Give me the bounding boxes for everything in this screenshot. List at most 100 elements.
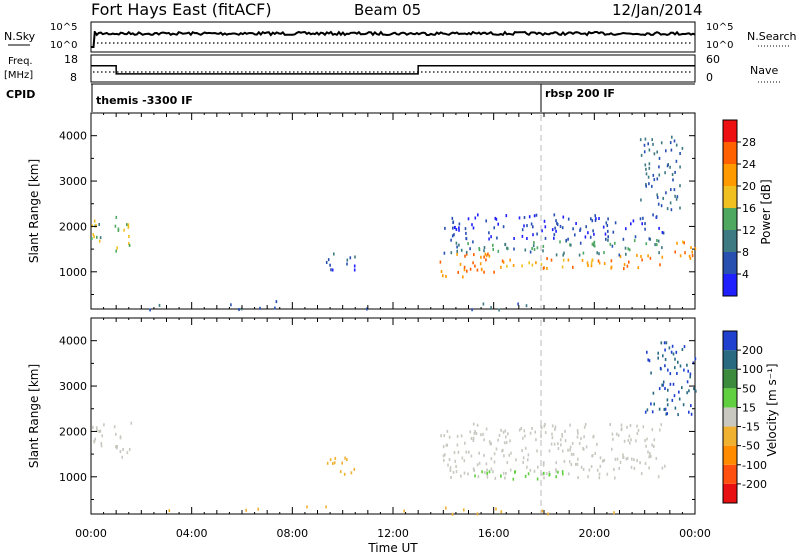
- scatter-cell: [671, 173, 674, 176]
- scatter-cell: [664, 364, 666, 368]
- scatter-cell: [644, 462, 647, 465]
- scatter-cell: [582, 251, 585, 255]
- scatter-cell: [678, 397, 681, 401]
- freq-tick-top: 18: [64, 53, 78, 66]
- scatter-cell: [658, 156, 661, 160]
- scatter-cell: [458, 226, 460, 230]
- scatter-cell: [472, 467, 475, 471]
- scatter-cell: [334, 456, 337, 460]
- scatter-cell: [669, 141, 672, 145]
- scatter-cell: [448, 458, 451, 462]
- scatter-cell: [531, 247, 533, 250]
- scatter-cell: [679, 364, 682, 368]
- scatter-cell: [654, 243, 656, 247]
- scatter-cell: [527, 458, 529, 462]
- scatter-cell: [625, 252, 627, 256]
- scatter-cell: [119, 435, 122, 439]
- scatter-cell: [657, 351, 659, 355]
- scatter-cell: [579, 241, 582, 245]
- scatter-cell: [484, 471, 486, 475]
- scatter-cell: [98, 223, 100, 226]
- scatter-cell: [612, 230, 615, 234]
- scatter-cell: [664, 407, 667, 411]
- station-title: Fort Hays East (fitACF): [91, 0, 272, 19]
- scatter-cell: [540, 434, 542, 438]
- scatter-cell: [503, 441, 506, 445]
- scatter-cell: [590, 264, 593, 268]
- scatter-cell: [672, 178, 674, 182]
- scatter-cell: [561, 470, 564, 474]
- scatter-cell: [609, 423, 611, 426]
- scatter-cell: [646, 437, 648, 441]
- scatter-cell: [445, 443, 448, 447]
- scatter-cell: [591, 242, 594, 246]
- scatter-cell: [474, 429, 476, 433]
- scatter-cell: [647, 142, 649, 146]
- scatter-cell: [93, 235, 95, 239]
- scatter-cell: [584, 235, 587, 239]
- scatter-cell: [657, 202, 660, 206]
- date-title: 12/Jan/2014: [612, 1, 703, 19]
- y-tick-label: 3000: [59, 380, 87, 393]
- scatter-cell: [453, 226, 456, 230]
- colorbar-tick-label: -50: [742, 440, 760, 453]
- scatter-cell: [647, 450, 649, 454]
- scatter-cell: [565, 238, 568, 242]
- scatter-cell: [168, 509, 171, 513]
- scatter-cell: [587, 475, 589, 479]
- scatter-cell: [681, 348, 684, 351]
- colorbar-frame: [722, 330, 738, 504]
- x-tick-label: 20:00: [578, 527, 610, 540]
- scatter-cell: [455, 470, 458, 474]
- scatter-cell: [576, 462, 579, 466]
- scatter-cell: [660, 423, 662, 427]
- scatter-cell: [658, 387, 661, 391]
- scatter-cell: [127, 223, 130, 227]
- scatter-cell: [592, 229, 594, 233]
- scatter-cell: [628, 434, 631, 438]
- scatter-cell: [403, 509, 405, 513]
- scatter-cell: [676, 241, 678, 245]
- scatter-cell: [128, 242, 130, 246]
- scatter-cell: [569, 243, 571, 247]
- scatter-cell: [96, 235, 98, 239]
- scatter-cell: [472, 439, 475, 442]
- x-tick-label: 00:00: [679, 527, 711, 540]
- scatter-cell: [639, 461, 641, 465]
- scatter-cell: [661, 466, 664, 470]
- scatter-cell: [470, 437, 473, 440]
- scatter-cell: [648, 182, 650, 186]
- scatter-cell: [551, 436, 554, 440]
- scatter-cell: [503, 454, 505, 458]
- scatter-cell: [553, 233, 556, 237]
- colorbar-tick-label: 24: [742, 158, 756, 171]
- scatter-cell: [541, 472, 544, 476]
- scatter-cell: [671, 344, 674, 348]
- scatter-cell: [645, 172, 648, 176]
- scatter-cell: [614, 241, 616, 245]
- scatter-cell: [660, 341, 663, 345]
- scatter-cell: [625, 227, 627, 231]
- scatter-cell: [472, 240, 474, 244]
- colorbar-segment: [723, 142, 737, 164]
- scatter-cell: [588, 468, 591, 472]
- scatter-cell: [529, 468, 532, 472]
- scatter-cell: [665, 341, 668, 345]
- scatter-cell: [130, 421, 133, 425]
- colorbar-segment: [723, 252, 737, 274]
- scatter-cell: [653, 438, 656, 442]
- scatter-cell: [329, 263, 331, 267]
- scatter-cell: [607, 238, 609, 242]
- scatter-cell: [678, 390, 680, 394]
- scatter-cell: [488, 231, 490, 235]
- scatter-cell: [626, 425, 628, 429]
- scatter-cell: [640, 255, 642, 258]
- scatter-cell: [472, 226, 475, 230]
- scatter-cell: [636, 253, 638, 257]
- scatter-cell: [656, 150, 658, 154]
- power-panel-frame: [90, 112, 696, 310]
- scatter-cell: [594, 214, 596, 218]
- scatter-cell: [476, 423, 479, 427]
- power-colorbar-label: Power [dB]: [759, 179, 773, 244]
- scatter-cell: [645, 444, 647, 448]
